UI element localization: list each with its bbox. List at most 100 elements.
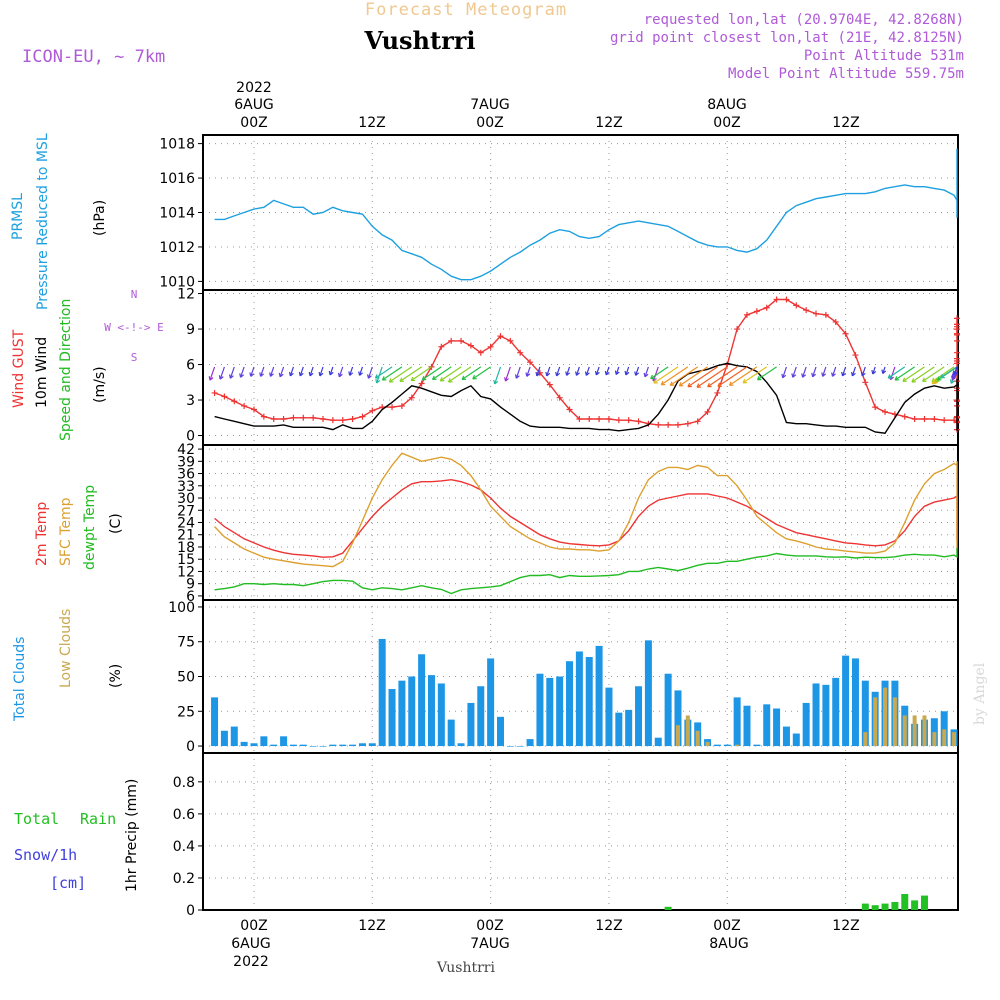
wind-direction-arrow [594,366,600,376]
arrow-head [358,371,363,376]
arrow-head [678,381,684,387]
total-cloud-bar [526,739,534,747]
arrow-head [439,376,445,382]
total-cloud-bar [674,690,682,747]
wind-direction-arrow [514,366,521,379]
arrow-head [375,378,381,384]
top-time-axis: 2022 6AUG 7AUG 8AUG 00Z 12Z 00Z 12Z 00Z … [234,80,860,131]
wind-direction-arrow [911,366,935,383]
gust-marker [753,308,760,315]
wind-direction-arrow [850,366,857,377]
arrow-shaft [679,366,708,387]
y-tick-label: 36 [177,467,195,483]
total-cloud-bar [743,705,751,747]
arrow-head [949,379,955,384]
arrow-head [707,382,712,388]
arrow-shaft [421,366,442,381]
low-cloud-bar [705,741,710,747]
arrow-head [381,376,387,381]
arrow-head [911,378,916,383]
gust-marker [882,408,889,415]
total-cloud-bar [773,708,781,747]
gust-marker [260,413,267,420]
total-cloud-bar [733,697,741,747]
wind-direction-arrow [584,366,590,376]
arrow-head [431,375,437,381]
rain-bar [920,895,928,910]
arrow-shaft [687,366,718,388]
arrow-shaft [872,366,876,375]
wind-direction-arrow [565,366,571,376]
y-tick-label: 1012 [159,240,195,256]
plot-layer: 1010101210141016101803691269121518212427… [159,134,960,919]
total-cloud-bar [822,684,830,747]
gust-marker [349,415,356,422]
y-tick-label: 0.2 [173,871,195,887]
wind-direction-arrow [821,366,827,377]
wind-direction-arrow [634,366,640,376]
arrow-shaft [461,366,482,380]
arrow-head [367,374,372,379]
arrow-head [756,375,762,381]
arrow-shaft [882,366,886,374]
wind-direction-arrow [328,366,334,376]
arrow-shaft [742,366,768,384]
arrow-shaft [585,366,590,376]
wind-direction-arrow [881,366,887,374]
arrow-shaft [566,366,571,376]
low-cloud-bar [675,725,680,747]
arrow-shaft [635,366,640,376]
arrow-head [535,371,541,377]
arrow-shaft [229,366,235,379]
y-tick-label: 0.6 [173,807,195,823]
total-cloud-bar [782,726,790,747]
arrow-head [742,378,748,384]
total-cloud-bar [585,657,593,747]
arrow-head [614,370,620,375]
bottom-hour-label: 12Z [358,918,385,934]
gust-marker [221,393,228,400]
y-tick-label: 39 [177,454,195,470]
gust-marker [576,415,583,422]
arrow-head [860,371,866,377]
arrow-shaft [822,366,827,377]
gust-marker [852,352,859,359]
gust-marker [862,379,869,386]
gust-marker [625,417,632,424]
arrow-head [421,375,427,381]
total-cloud-bar [408,676,416,747]
gust-marker [329,417,336,424]
wind-direction-arrow [791,366,797,378]
total-rain-label: Total [14,810,59,828]
arrow-shaft [717,366,748,387]
wind-direction-arrow [358,366,364,376]
total-cloud-bar [723,744,731,747]
total-cloud-bar [595,645,603,747]
wind-direction-arrow [707,366,738,388]
arrow-head [841,371,846,377]
arrow-head [887,374,893,379]
gust-marker [832,318,839,325]
arrow-head [278,372,284,378]
arrow-head [653,379,658,384]
gust-marker [290,414,297,421]
wind-direction-arrow [717,366,748,388]
wind-unit: (m/s) [92,366,108,403]
gust-marker [684,420,691,427]
rain-bar [861,903,869,910]
arrow-shaft [841,366,847,377]
gust-marker [359,413,366,420]
wind-direction-arrow [811,366,817,378]
arrow-head [902,377,907,383]
wind-direction-arrow [841,366,847,377]
arrow-shaft [831,366,837,377]
arrow-shaft [250,366,255,377]
total-cloud-bar [487,658,495,747]
arrow-shaft [515,366,521,379]
arrow-head [811,372,817,378]
total-cloud-bar [358,743,366,747]
y-tick-label: 1010 [159,274,195,290]
y-tick-label: 0.8 [173,775,195,791]
arrow-head [624,370,630,376]
total-cloud-bar [299,744,307,747]
